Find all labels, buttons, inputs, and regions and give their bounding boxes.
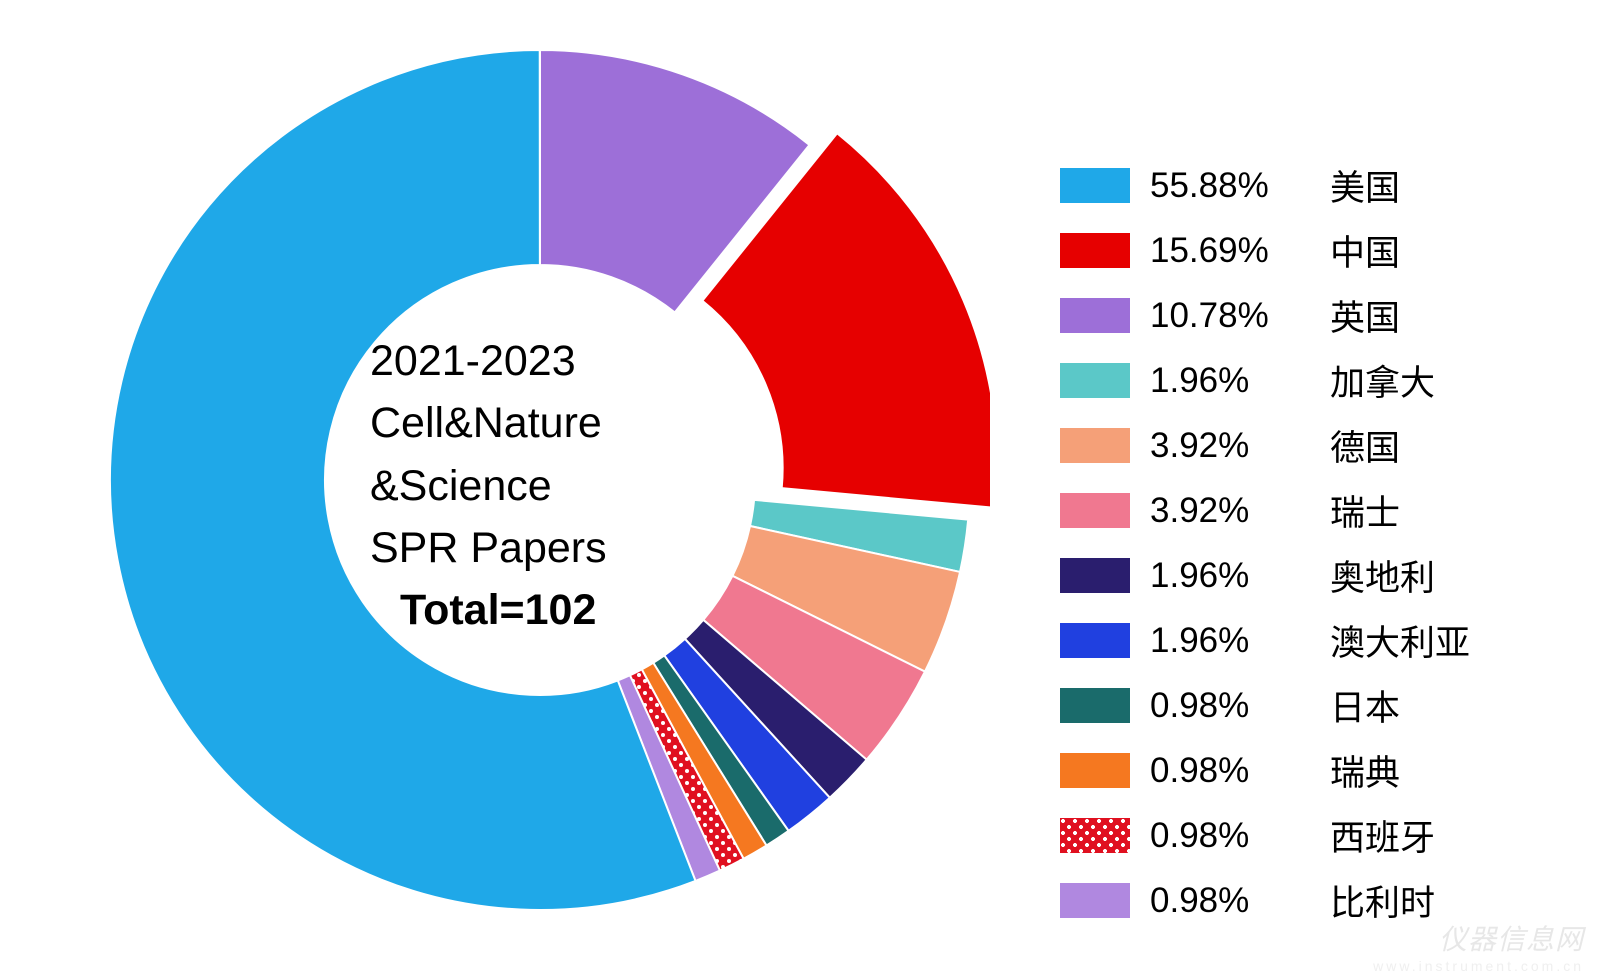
legend-item: 0.98% 日本 <box>1060 680 1470 731</box>
legend-percent: 15.69% <box>1150 231 1310 271</box>
legend-label: 比利时 <box>1330 875 1435 926</box>
center-total: Total=102 <box>370 579 800 641</box>
legend-swatch <box>1060 363 1130 398</box>
legend-percent: 1.96% <box>1150 621 1310 661</box>
chart-center-text: 2021-2023 Cell&Nature &Science SPR Paper… <box>370 330 800 642</box>
legend-percent: 3.92% <box>1150 426 1310 466</box>
legend-swatch <box>1060 233 1130 268</box>
legend-item: 1.96% 澳大利亚 <box>1060 615 1470 666</box>
legend-label: 西班牙 <box>1330 810 1435 861</box>
legend-percent: 10.78% <box>1150 296 1310 336</box>
legend-item: 1.96% 加拿大 <box>1060 355 1470 406</box>
legend-swatch <box>1060 428 1130 463</box>
legend-item: 0.98% 比利时 <box>1060 875 1470 926</box>
legend-label: 奥地利 <box>1330 550 1435 601</box>
legend-item: 55.88% 美国 <box>1060 160 1470 211</box>
legend-item: 3.92% 瑞士 <box>1060 485 1470 536</box>
center-line-4: SPR Papers <box>370 517 800 579</box>
legend-label: 美国 <box>1330 160 1400 211</box>
donut-chart-container: 2021-2023 Cell&Nature &Science SPR Paper… <box>90 30 990 930</box>
legend-swatch <box>1060 298 1130 333</box>
legend-item: 1.96% 奥地利 <box>1060 550 1470 601</box>
legend-item: 0.98% 西班牙 <box>1060 810 1470 861</box>
legend-label: 澳大利亚 <box>1330 615 1470 666</box>
legend-label: 瑞典 <box>1330 745 1400 796</box>
legend-percent: 55.88% <box>1150 166 1310 206</box>
legend-swatch <box>1060 883 1130 918</box>
center-line-1: 2021-2023 <box>370 330 800 392</box>
legend-label: 德国 <box>1330 420 1400 471</box>
center-line-3: &Science <box>370 455 800 517</box>
legend-percent: 3.92% <box>1150 491 1310 531</box>
legend-label: 瑞士 <box>1330 485 1400 536</box>
watermark: 仪器信息网 <box>1439 918 1584 958</box>
legend-swatch <box>1060 753 1130 788</box>
legend-label: 中国 <box>1330 225 1400 276</box>
legend-swatch <box>1060 688 1130 723</box>
legend-item: 10.78% 英国 <box>1060 290 1470 341</box>
legend-swatch <box>1060 558 1130 593</box>
legend-label: 英国 <box>1330 290 1400 341</box>
legend-item: 0.98% 瑞典 <box>1060 745 1470 796</box>
legend-label: 加拿大 <box>1330 355 1435 406</box>
legend-swatch <box>1060 818 1130 853</box>
legend-item: 3.92% 德国 <box>1060 420 1470 471</box>
legend-swatch <box>1060 623 1130 658</box>
legend-percent: 0.98% <box>1150 686 1310 726</box>
legend-label: 日本 <box>1330 680 1400 731</box>
legend-percent: 1.96% <box>1150 361 1310 401</box>
legend-percent: 0.98% <box>1150 816 1310 856</box>
legend-percent: 0.98% <box>1150 751 1310 791</box>
legend-swatch <box>1060 493 1130 528</box>
legend: 55.88%美国15.69%中国10.78%英国1.96%加拿大3.92%德国3… <box>1060 160 1470 926</box>
legend-percent: 0.98% <box>1150 881 1310 921</box>
legend-item: 15.69% 中国 <box>1060 225 1470 276</box>
legend-swatch <box>1060 168 1130 203</box>
center-line-2: Cell&Nature <box>370 392 800 454</box>
watermark-sub: www.instrument.com.cn <box>1373 958 1584 974</box>
legend-percent: 1.96% <box>1150 556 1310 596</box>
